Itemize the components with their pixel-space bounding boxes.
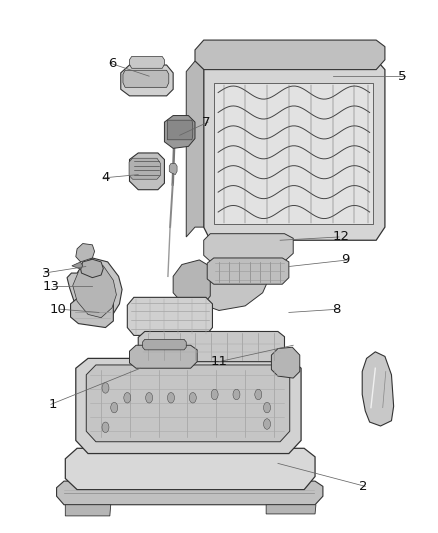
Polygon shape (204, 233, 293, 261)
Circle shape (111, 402, 118, 413)
Polygon shape (195, 260, 272, 311)
Polygon shape (195, 40, 385, 70)
Polygon shape (127, 297, 212, 335)
Polygon shape (72, 262, 83, 269)
Circle shape (255, 389, 262, 400)
Polygon shape (186, 61, 204, 237)
Polygon shape (65, 448, 315, 490)
Polygon shape (362, 352, 394, 426)
Circle shape (124, 392, 131, 403)
Polygon shape (204, 60, 385, 240)
Polygon shape (129, 158, 160, 179)
Text: 5: 5 (398, 70, 406, 83)
Polygon shape (86, 365, 290, 442)
Text: 9: 9 (341, 253, 350, 266)
Polygon shape (76, 358, 301, 454)
Circle shape (102, 383, 109, 393)
Polygon shape (57, 481, 323, 505)
Polygon shape (266, 505, 316, 514)
Polygon shape (130, 345, 197, 368)
Polygon shape (71, 297, 113, 328)
Polygon shape (164, 116, 195, 148)
Polygon shape (130, 56, 164, 68)
Circle shape (264, 402, 271, 413)
Polygon shape (169, 164, 177, 175)
Polygon shape (76, 244, 95, 262)
Polygon shape (121, 65, 173, 96)
Polygon shape (123, 70, 169, 87)
Polygon shape (65, 505, 111, 516)
Text: 3: 3 (42, 266, 51, 280)
Text: 8: 8 (332, 303, 341, 316)
Circle shape (211, 389, 218, 400)
Polygon shape (73, 262, 117, 318)
Polygon shape (67, 258, 122, 322)
Polygon shape (167, 120, 193, 140)
Bar (214, 83, 373, 224)
Polygon shape (272, 347, 300, 378)
Circle shape (233, 389, 240, 400)
Text: 11: 11 (211, 355, 227, 368)
Text: 2: 2 (359, 480, 367, 493)
Text: 1: 1 (49, 398, 57, 411)
Circle shape (189, 392, 196, 403)
Text: 12: 12 (332, 230, 350, 244)
Polygon shape (173, 260, 210, 309)
Polygon shape (207, 258, 289, 284)
Polygon shape (138, 332, 285, 362)
Text: 7: 7 (201, 116, 210, 128)
Polygon shape (81, 259, 103, 278)
Polygon shape (130, 153, 164, 190)
Polygon shape (143, 340, 186, 350)
Circle shape (102, 422, 109, 433)
Text: 13: 13 (42, 280, 60, 293)
Circle shape (146, 392, 152, 403)
Text: 6: 6 (108, 56, 117, 69)
Circle shape (264, 419, 271, 429)
Circle shape (167, 392, 174, 403)
Text: 10: 10 (49, 303, 66, 316)
Text: 4: 4 (102, 172, 110, 184)
